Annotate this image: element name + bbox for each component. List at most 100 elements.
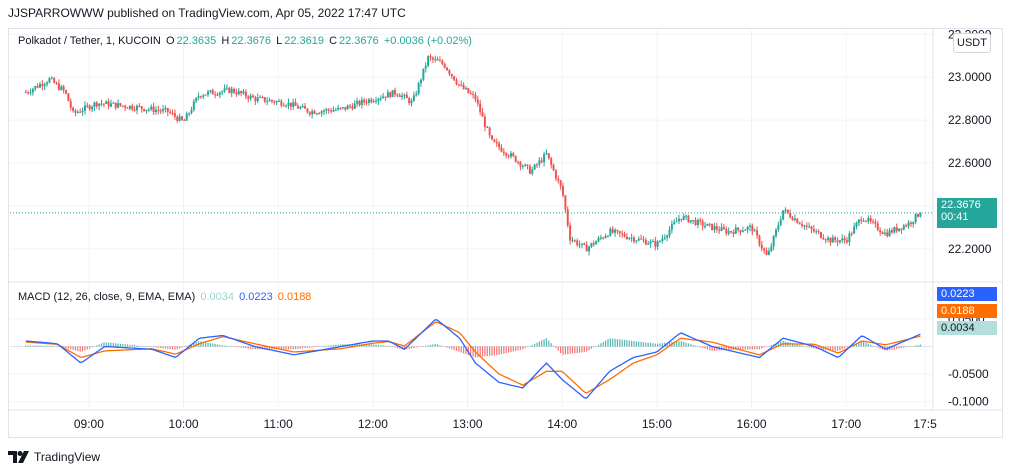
open-value: 22.3635 <box>176 35 217 47</box>
macd-hist-bar <box>325 345 327 347</box>
macd-hist-bar <box>552 345 555 347</box>
macd-label[interactable]: MACD (12, 26, close, 9, EMA, EMA) <box>18 291 196 303</box>
macd-hist-bar <box>827 346 829 350</box>
macd-hist-bar <box>105 342 107 347</box>
candle-body <box>528 165 531 174</box>
macd-hist-bar <box>108 342 110 347</box>
macd-hist-bar <box>294 346 297 350</box>
candle-body <box>86 105 89 107</box>
macd-hist-bar <box>63 346 65 348</box>
candle-body <box>72 107 75 111</box>
candle-body <box>105 101 108 104</box>
candle-body <box>486 126 489 128</box>
macd-hist-bar <box>761 346 763 349</box>
macd-hist-bar <box>844 346 846 349</box>
macd-hist-bar <box>131 344 133 347</box>
macd-hist-bar <box>122 343 124 347</box>
macd-hist-bar <box>536 342 538 347</box>
candle-body <box>327 109 330 111</box>
macd-hist-bar <box>600 343 602 347</box>
macd-hist-bar <box>912 345 914 347</box>
macd-hist-bar <box>711 346 713 351</box>
macd-hist-bar <box>169 346 171 350</box>
candle-body <box>595 241 598 245</box>
macd-hist-bar <box>841 346 843 350</box>
candle-body <box>694 219 697 225</box>
macd-hist-bar <box>789 342 791 347</box>
macd-hist-bar <box>889 346 891 351</box>
candle-body <box>853 226 856 234</box>
candle-body <box>60 86 63 90</box>
candle-body <box>881 232 884 235</box>
macd-hist-bar <box>813 346 815 349</box>
tradingview-brand[interactable]: TradingView <box>34 450 101 464</box>
candle-body <box>337 107 340 110</box>
candle-body <box>909 222 912 225</box>
macd-hist-bar <box>503 346 505 354</box>
change-value: +0.0036 (+0.02%) <box>383 35 472 47</box>
macd-hist-bar <box>900 346 903 349</box>
candle-body <box>805 225 808 227</box>
candle-body <box>228 87 231 93</box>
candle-body <box>843 238 846 241</box>
candle-body <box>784 209 787 211</box>
macd-hist-bar <box>676 341 678 347</box>
candle-body <box>786 209 789 214</box>
candle-body <box>301 106 304 108</box>
candle-body <box>173 113 176 117</box>
candle-body <box>138 105 141 107</box>
macd-hist-bar <box>517 346 519 351</box>
macd-hist-bar <box>152 346 155 348</box>
candle-body <box>152 106 155 113</box>
symbol-label[interactable]: Polkadot / Tether, 1, KUCOIN <box>18 35 161 47</box>
footer: TradingView <box>8 450 100 464</box>
candle-body <box>131 105 134 110</box>
macd-hist-bar <box>448 346 451 349</box>
candle-body <box>278 100 281 102</box>
macd-hist-bar <box>354 344 356 347</box>
candle-body <box>836 240 839 243</box>
macd-hist-bar <box>46 345 48 347</box>
candle-body <box>436 59 439 61</box>
candle-body <box>682 216 685 220</box>
macd-hist-bar <box>32 345 34 347</box>
macd-hist-bar <box>439 345 441 347</box>
macd-hist-bar <box>673 341 675 347</box>
candle-body <box>782 210 785 220</box>
macd-hist-bar <box>810 346 813 348</box>
macd-hist-bar <box>661 343 664 347</box>
candle-body <box>479 103 482 113</box>
macd-hist-bar <box>484 346 486 357</box>
macd-hist-bar <box>240 346 242 348</box>
macd-hist-bar <box>500 346 503 355</box>
candle-body <box>457 84 460 86</box>
candle-body <box>599 237 602 239</box>
macd-hist-bar <box>81 346 84 352</box>
candle-body <box>197 96 200 98</box>
candle-body <box>128 105 131 109</box>
candle-body <box>311 111 314 115</box>
macd-hist-bar <box>640 341 642 347</box>
candle-body <box>576 240 579 246</box>
candle-body <box>429 56 432 58</box>
currency-button[interactable]: USDT <box>953 33 991 53</box>
macd-hist-bar <box>183 346 185 347</box>
candle-body <box>803 225 806 227</box>
candle-body <box>879 230 882 233</box>
chart-frame <box>8 28 1003 438</box>
macd-hist-bar <box>832 346 834 351</box>
macd-hist-bar <box>472 346 474 357</box>
candle-body <box>730 231 733 233</box>
macd-hist-bar <box>89 346 91 349</box>
macd-hist-bar <box>801 345 803 347</box>
candle-body <box>256 97 259 102</box>
candle-body <box>737 227 740 231</box>
candle-body <box>495 141 498 144</box>
candle-body <box>339 107 342 109</box>
macd-hist-bar <box>387 345 389 347</box>
macd-hist-bar <box>777 342 779 347</box>
macd-hist-bar <box>645 342 647 347</box>
candle-body <box>673 222 676 225</box>
